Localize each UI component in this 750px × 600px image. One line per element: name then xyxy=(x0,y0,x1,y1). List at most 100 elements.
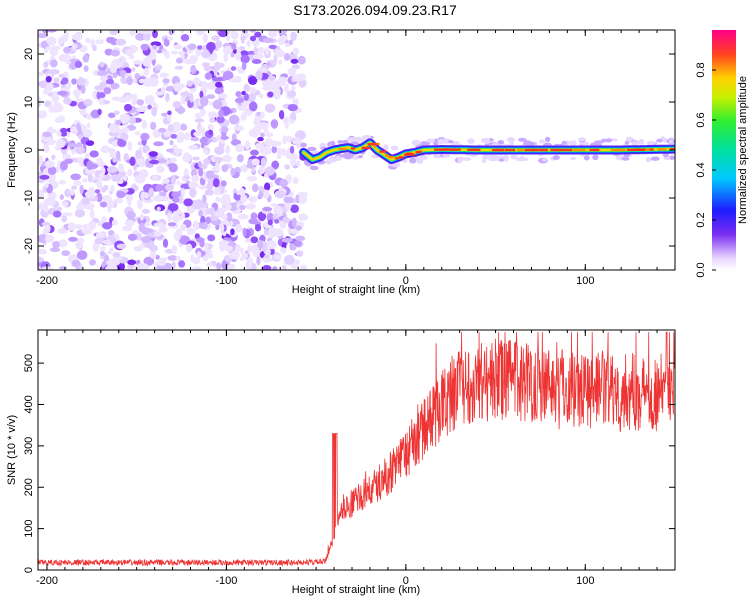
spectrogram-x-tick-label: -200 xyxy=(36,275,58,287)
noise-blob xyxy=(55,166,60,174)
noise-blob xyxy=(141,236,152,244)
noise-blob xyxy=(80,85,86,94)
noise-blob xyxy=(102,239,112,245)
noise-blob xyxy=(220,214,228,220)
signal-halo-blob xyxy=(433,141,439,146)
noise-blob xyxy=(126,76,133,86)
noise-blob xyxy=(241,61,247,71)
noise-blob xyxy=(193,131,202,137)
signal-halo-blob xyxy=(340,154,350,158)
noise-blob xyxy=(176,57,183,64)
noise-blob xyxy=(216,262,222,270)
noise-blob xyxy=(50,45,61,51)
noise-blob xyxy=(111,96,121,101)
noise-blob xyxy=(56,130,62,137)
noise-blob xyxy=(284,83,289,94)
noise-blob xyxy=(162,78,170,84)
colorbar-tick-label: 0.6 xyxy=(695,112,707,127)
noise-blob xyxy=(165,87,172,92)
noise-blob xyxy=(202,254,209,262)
noise-blob xyxy=(264,103,276,113)
noise-blob xyxy=(42,30,48,34)
signal-halo-blob xyxy=(541,158,547,162)
noise-blob xyxy=(122,127,130,133)
noise-blob xyxy=(230,52,235,58)
noise-blob xyxy=(79,108,87,116)
noise-blob xyxy=(254,31,262,38)
noise-blob xyxy=(203,149,209,156)
noise-blob xyxy=(249,30,257,33)
noise-blob xyxy=(158,127,167,133)
noise-blob xyxy=(76,122,81,131)
noise-blob xyxy=(147,95,155,103)
noise-blob xyxy=(287,90,297,98)
noise-blob xyxy=(167,222,177,227)
noise-blob xyxy=(61,214,67,223)
noise-blob xyxy=(102,195,112,202)
noise-blob xyxy=(102,222,113,230)
noise-blob xyxy=(176,131,186,141)
noise-blob xyxy=(162,238,169,248)
snr-y-tick-label: 200 xyxy=(23,478,35,496)
noise-blob xyxy=(144,222,151,227)
noise-blob xyxy=(138,105,149,111)
noise-blob xyxy=(291,64,300,70)
noise-blob xyxy=(262,265,272,270)
noise-blob xyxy=(44,224,51,234)
noise-blob xyxy=(276,154,282,159)
noise-blob xyxy=(200,141,205,149)
noise-blob xyxy=(175,83,186,89)
noise-blob xyxy=(103,100,110,105)
noise-blob xyxy=(279,178,289,188)
signal-halo-blob xyxy=(561,140,567,146)
signal-halo-blob xyxy=(572,140,577,146)
noise-blob xyxy=(169,157,177,163)
snr-x-tick-label: -100 xyxy=(215,575,237,587)
noise-blob xyxy=(247,94,256,101)
noise-blob xyxy=(58,37,64,45)
noise-blob xyxy=(111,58,123,69)
noise-blob xyxy=(225,34,231,42)
spectrogram-y-tick-label: 10 xyxy=(23,96,35,108)
noise-blob xyxy=(202,33,208,44)
noise-blob xyxy=(298,79,307,88)
noise-blob xyxy=(230,228,235,236)
noise-blob xyxy=(193,79,199,87)
signal-halo-blob xyxy=(577,137,586,142)
noise-blob xyxy=(172,214,182,223)
noise-blob xyxy=(148,151,158,157)
noise-blob xyxy=(71,43,78,49)
noise-blob xyxy=(214,156,223,163)
noise-blob xyxy=(43,198,51,206)
noise-blob xyxy=(278,59,283,65)
noise-blob xyxy=(47,126,54,133)
noise-blob xyxy=(83,223,89,228)
noise-blob xyxy=(56,139,66,148)
noise-blob xyxy=(61,77,69,85)
colorbar-label: Normalized spectral amplitude xyxy=(737,76,749,224)
signal-halo-blob xyxy=(342,139,349,144)
noise-blob xyxy=(98,172,105,180)
noise-blob xyxy=(243,93,249,101)
spectrogram-y-tick-label: 0 xyxy=(23,147,35,153)
noise-blob xyxy=(78,134,83,140)
noise-blob xyxy=(260,132,265,138)
noise-blob xyxy=(94,244,100,249)
noise-blob xyxy=(105,265,111,270)
noise-blob xyxy=(173,148,184,154)
noise-blob xyxy=(183,198,193,207)
signal-halo-blob xyxy=(307,146,317,152)
noise-blob xyxy=(198,167,204,177)
noise-blob xyxy=(183,168,189,178)
noise-blob xyxy=(239,204,246,210)
noise-blob xyxy=(71,78,77,85)
noise-blob xyxy=(133,60,143,65)
noise-blob xyxy=(188,144,199,150)
noise-blob xyxy=(222,195,231,203)
noise-blob xyxy=(72,89,81,97)
noise-blob xyxy=(243,83,250,92)
noise-blob xyxy=(283,254,295,265)
noise-blob xyxy=(239,46,246,51)
noise-blob xyxy=(162,50,170,56)
